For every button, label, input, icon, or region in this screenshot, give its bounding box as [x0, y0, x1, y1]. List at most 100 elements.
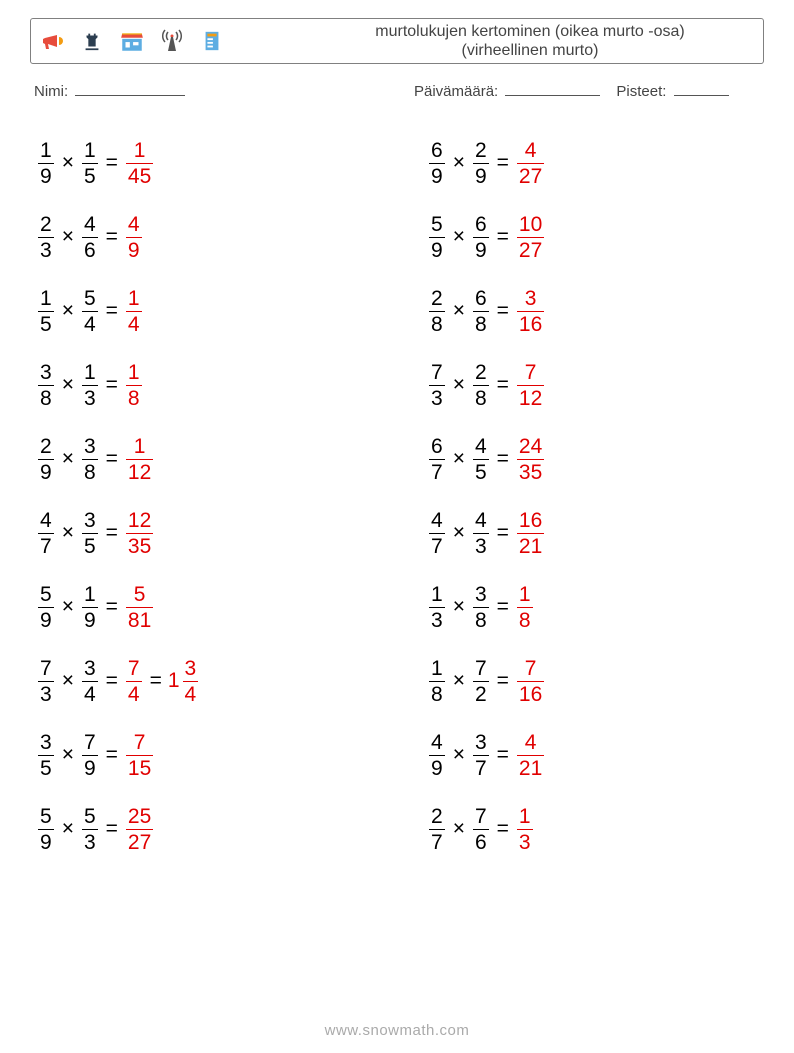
fraction: 45	[473, 436, 489, 483]
equals-sign: =	[106, 225, 118, 249]
fraction: 1621	[517, 510, 544, 557]
worksheet-title: murtolukujen kertominen (oikea murto -os…	[225, 22, 755, 60]
problem-row: 73×34=74=134	[36, 644, 397, 718]
fraction: 47	[38, 510, 54, 557]
fraction: 72	[473, 658, 489, 705]
equals-sign: =	[497, 151, 509, 175]
fraction: 18	[517, 584, 533, 631]
multiply-sign: ×	[453, 595, 465, 619]
multiply-sign: ×	[62, 299, 74, 323]
answer: 712	[515, 362, 546, 409]
name-blank	[75, 82, 185, 96]
fraction: 59	[429, 214, 445, 261]
answer: 316	[515, 288, 546, 335]
title-line-2: (virheellinen murto)	[305, 41, 755, 60]
problem-row: 13×38=18	[427, 570, 758, 644]
fraction: 23	[38, 214, 54, 261]
fraction: 28	[429, 288, 445, 335]
fraction: 67	[429, 436, 445, 483]
footer-url: www.snowmath.com	[0, 1022, 794, 1039]
equals-sign: =	[106, 447, 118, 471]
equals-sign: =	[497, 817, 509, 841]
problem-row: 29×38=112	[36, 422, 397, 496]
fraction: 79	[82, 732, 98, 779]
fraction: 34	[183, 658, 199, 705]
answer: 112	[124, 436, 155, 483]
mixed-whole: 1	[168, 669, 180, 693]
fraction: 38	[82, 436, 98, 483]
fraction: 29	[473, 140, 489, 187]
equals-sign: =	[106, 669, 118, 693]
answer: 2435	[515, 436, 546, 483]
header-icons	[39, 26, 225, 56]
problem-row: 23 × 46 =49	[36, 200, 397, 274]
fraction: 715	[126, 732, 153, 779]
storefront-icon	[119, 26, 145, 56]
fraction: 35	[38, 732, 54, 779]
fraction: 74	[126, 658, 142, 705]
fraction: 18	[429, 658, 445, 705]
multiply-sign: ×	[62, 447, 74, 471]
fraction: 2435	[517, 436, 544, 483]
problem-row: 19×15=145	[36, 126, 397, 200]
problems-column-2: 69×29=42759×69=102728×68=31673×28=71267×…	[397, 126, 758, 866]
equals-sign: =	[106, 299, 118, 323]
fraction: 1235	[126, 510, 153, 557]
problem-row: 35×79=715	[36, 718, 397, 792]
equals-sign: =	[497, 669, 509, 693]
problem-row: 73×28=712	[427, 348, 758, 422]
answer: 427	[515, 140, 546, 187]
fraction: 712	[517, 362, 544, 409]
equals-sign: =	[106, 373, 118, 397]
equals-sign: =	[497, 743, 509, 767]
equals-sign: =	[106, 595, 118, 619]
fraction: 43	[473, 510, 489, 557]
fraction: 581	[126, 584, 153, 631]
fraction: 112	[126, 436, 153, 483]
answer: 145	[124, 140, 155, 187]
equals-sign: =	[497, 299, 509, 323]
problem-row: 69×29=427	[427, 126, 758, 200]
fraction: 1027	[517, 214, 544, 261]
fraction: 68	[473, 288, 489, 335]
equals-sign: =	[497, 225, 509, 249]
multiply-sign: ×	[453, 373, 465, 397]
fraction: 28	[473, 362, 489, 409]
date-label: Päivämäärä:	[414, 83, 498, 100]
fraction: 13	[82, 362, 98, 409]
problems-area: 19×15=14523×46=4915×54=1438×13=1829×38=1…	[30, 126, 764, 866]
problem-row: 59×53=2527	[36, 792, 397, 866]
answer: 421	[515, 732, 546, 779]
fraction: 46	[82, 214, 98, 261]
equals-sign: =	[150, 669, 162, 693]
equals-sign: =	[106, 151, 118, 175]
answer: 49	[124, 214, 144, 261]
answer: 18	[124, 362, 144, 409]
fraction: 76	[473, 806, 489, 853]
fraction: 37	[473, 732, 489, 779]
answer: 13	[515, 806, 535, 853]
info-row: Nimi: Päivämäärä: Pisteet:	[30, 82, 764, 100]
equals-sign: =	[106, 817, 118, 841]
multiply-sign: ×	[453, 299, 465, 323]
fraction: 35	[82, 510, 98, 557]
problem-row: 59 × 69 = 1027	[427, 200, 758, 274]
fraction: 73	[38, 658, 54, 705]
multiply-sign: ×	[62, 373, 74, 397]
fraction: 38	[473, 584, 489, 631]
fraction: 59	[38, 806, 54, 853]
multiply-sign: ×	[62, 669, 74, 693]
multiply-sign: ×	[62, 225, 74, 249]
fraction: 145	[126, 140, 153, 187]
multiply-sign: ×	[453, 225, 465, 249]
fraction: 69	[473, 214, 489, 261]
chess-rook-icon	[79, 26, 105, 56]
answer: 581	[124, 584, 155, 631]
problem-row: 47×35=1235	[36, 496, 397, 570]
answer: 74	[124, 658, 144, 705]
problem-row: 59×19=581	[36, 570, 397, 644]
multiply-sign: ×	[453, 447, 465, 471]
multiply-sign: ×	[453, 743, 465, 767]
multiply-sign: ×	[453, 669, 465, 693]
fraction: 38	[38, 362, 54, 409]
